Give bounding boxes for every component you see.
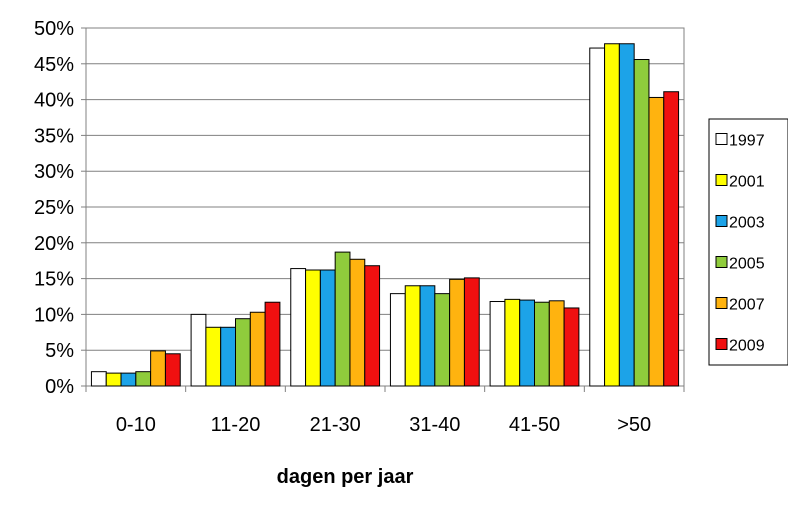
y-tick-label: 25% <box>34 197 74 219</box>
legend-label-2009: 2009 <box>729 338 765 355</box>
y-tick-label: 10% <box>34 304 74 326</box>
bar-1997-2 <box>290 268 307 387</box>
y-tick-label: 5% <box>45 340 74 362</box>
bar-2009-0 <box>164 353 181 387</box>
legend-swatch-2001 <box>715 174 728 186</box>
bar-2003-2 <box>319 269 336 387</box>
bar-2007-0 <box>150 350 166 387</box>
bar-2009-3 <box>463 277 480 387</box>
legend-label-2007: 2007 <box>729 297 765 314</box>
y-tick-label: 15% <box>34 269 74 291</box>
bar-2005-4 <box>534 301 550 387</box>
bar-2001-5 <box>604 43 620 387</box>
bar-2009-5 <box>663 91 680 387</box>
x-axis-title: dagen per jaar <box>276 466 414 488</box>
legend-swatch-2003 <box>715 215 728 227</box>
x-tick-label: >50 <box>617 414 651 436</box>
bar-2005-0 <box>135 371 152 387</box>
y-tick-label: 0% <box>45 376 74 398</box>
bar-2009-4 <box>563 307 580 387</box>
y-tick-label: 50% <box>34 18 74 40</box>
bar-1997-4 <box>489 301 506 387</box>
bar-2009-2 <box>364 265 381 387</box>
bar-1997-0 <box>90 371 107 387</box>
y-tick-label: 40% <box>34 90 74 112</box>
bar-2007-4 <box>548 300 565 387</box>
bar-2003-4 <box>519 299 536 387</box>
bar-2007-1 <box>249 311 266 387</box>
gridlines <box>86 63 684 351</box>
bar-2003-3 <box>419 285 436 387</box>
bar-2005-5 <box>633 59 650 387</box>
bars <box>90 43 680 387</box>
y-tick-label: 35% <box>34 125 74 147</box>
bar-2005-1 <box>235 318 251 387</box>
bar-1997-5 <box>589 47 606 387</box>
x-tick-label: 31-40 <box>409 414 460 436</box>
bar-2007-3 <box>449 278 465 387</box>
bar-2003-5 <box>618 43 635 387</box>
legend-swatch-2005 <box>715 256 728 268</box>
legend: 1997 2001 2003 2005 2007 2009 <box>708 118 788 366</box>
x-tick-label: 21-30 <box>310 414 361 436</box>
legend-swatch-2009 <box>715 338 728 350</box>
legend-label-1997: 1997 <box>729 133 765 150</box>
bar-2001-1 <box>205 326 222 387</box>
bar-2009-1 <box>264 301 281 387</box>
legend-swatch-1997 <box>715 133 728 145</box>
legend-label-2003: 2003 <box>729 215 765 232</box>
bar-2001-0 <box>105 372 122 387</box>
bar-1997-3 <box>389 293 406 387</box>
x-tick-label: 11-20 <box>211 414 261 436</box>
axes: 0% 5% 10% 15% 20% 25% 30% 35% 40% 45% 50% 0-10 11-20… <box>34 18 685 436</box>
bar-2001-2 <box>305 269 321 387</box>
legend-label-2005: 2005 <box>729 256 765 273</box>
legend-box <box>708 118 788 366</box>
bar-2007-5 <box>648 96 665 387</box>
bar-1997-1 <box>190 313 207 387</box>
legend-label-2001: 2001 <box>729 174 765 191</box>
bar-2003-0 <box>120 372 137 387</box>
legend-swatch-2007 <box>715 297 728 309</box>
y-tick-label: 45% <box>34 54 74 76</box>
bar-2001-4 <box>504 298 521 387</box>
y-tick-label: 30% <box>34 161 74 183</box>
bar-2005-2 <box>334 251 351 387</box>
bar-2003-1 <box>220 326 236 387</box>
bar-2007-2 <box>349 258 366 387</box>
y-tick-label: 20% <box>34 233 74 255</box>
bar-2001-3 <box>404 285 421 387</box>
x-tick-label: 41-50 <box>509 414 560 436</box>
x-tick-label: 0-10 <box>116 414 156 436</box>
bar-2005-3 <box>434 293 451 387</box>
